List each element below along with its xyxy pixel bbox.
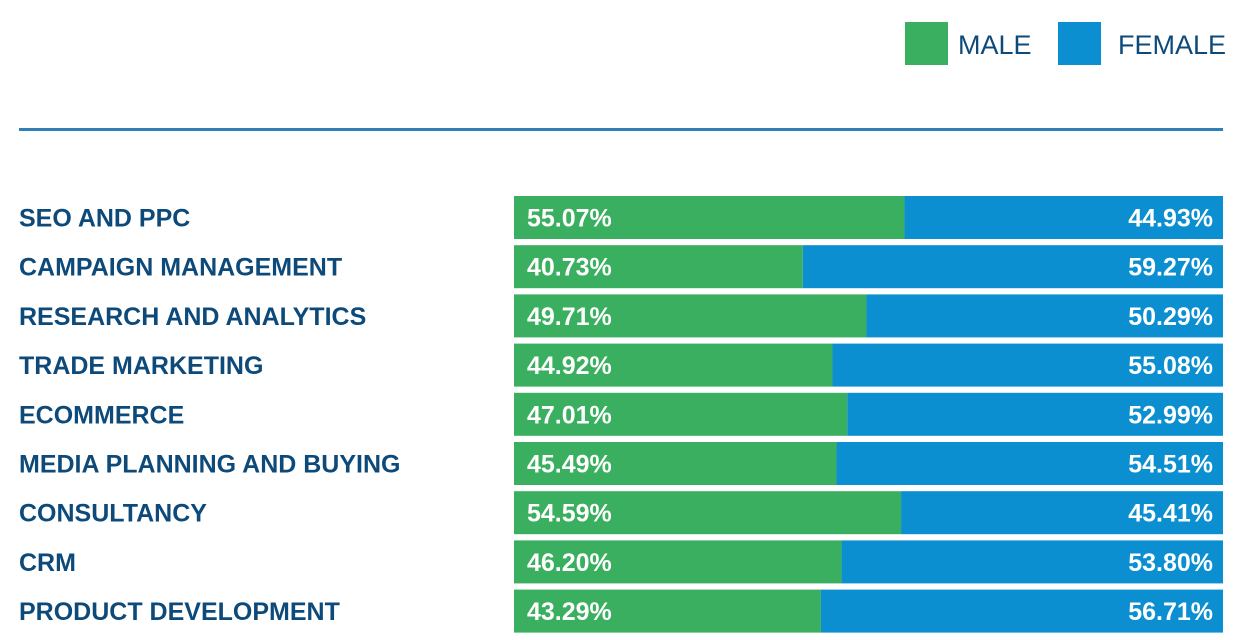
bar-male-media-planning-and-buying: [514, 442, 837, 485]
bar-male-research-and-analytics: [514, 294, 867, 338]
bar-male-product-development: [514, 589, 821, 633]
value-label-male-research-and-analytics: 49.71%: [527, 303, 612, 331]
value-label-male-crm: 46.20%: [527, 549, 612, 577]
bar-female-product-development: [820, 589, 1223, 633]
bar-male-seo-and-ppc: [514, 196, 905, 239]
row-trade-marketing: TRADE MARKETING 44.92% 55.08%: [19, 343, 1223, 387]
bar-male-consultancy: [514, 491, 902, 535]
chart-rows: SEO AND PPC 55.07% 44.93% CAMPAIGN MANAGEME…: [19, 196, 1223, 633]
value-label-female-ecommerce: 52.99%: [1128, 401, 1213, 429]
value-label-male-ecommerce: 47.01%: [527, 401, 612, 429]
bar-female-consultancy: [901, 491, 1223, 535]
bar-female-trade-marketing: [832, 343, 1223, 387]
row-product-development: PRODUCT DEVELOPMENT 43.29% 56.71%: [19, 589, 1223, 633]
category-label-ecommerce: ECOMMERCE: [19, 401, 184, 429]
bar-female-research-and-analytics: [866, 294, 1223, 338]
value-label-female-crm: 53.80%: [1128, 549, 1213, 577]
row-research-and-analytics: RESEARCH AND ANALYTICS 49.71% 50.29%: [19, 294, 1223, 338]
value-label-female-seo-and-ppc: 44.93%: [1128, 205, 1213, 233]
bar-female-seo-and-ppc: [904, 196, 1223, 239]
legend-swatch-female: [1058, 22, 1101, 65]
bar-male-crm: [514, 540, 842, 584]
category-label-research-and-analytics: RESEARCH AND ANALYTICS: [19, 303, 366, 331]
value-label-male-campaign-management: 40.73%: [527, 254, 612, 282]
category-label-product-development: PRODUCT DEVELOPMENT: [19, 598, 340, 626]
legend-label-male: MALE: [958, 30, 1032, 60]
row-consultancy: CONSULTANCY 54.59% 45.41%: [19, 491, 1223, 535]
category-label-media-planning-and-buying: MEDIA PLANNING AND BUYING: [19, 451, 400, 479]
value-label-female-consultancy: 45.41%: [1128, 500, 1213, 528]
value-label-male-media-planning-and-buying: 45.49%: [527, 451, 612, 479]
bar-male-trade-marketing: [514, 343, 833, 387]
category-label-seo-and-ppc: SEO AND PPC: [19, 205, 190, 233]
bar-female-ecommerce: [847, 392, 1223, 436]
value-label-female-product-development: 56.71%: [1128, 598, 1213, 626]
legend-label-female: FEMALE: [1118, 30, 1226, 60]
divider-line: [19, 128, 1223, 131]
category-label-consultancy: CONSULTANCY: [19, 500, 207, 528]
row-media-planning-and-buying: MEDIA PLANNING AND BUYING 45.49% 54.51%: [19, 442, 1223, 485]
value-label-male-seo-and-ppc: 55.07%: [527, 205, 612, 233]
value-label-female-trade-marketing: 55.08%: [1128, 352, 1213, 380]
value-label-female-campaign-management: 59.27%: [1128, 254, 1213, 282]
bar-female-media-planning-and-buying: [836, 442, 1223, 485]
value-label-female-media-planning-and-buying: 54.51%: [1128, 451, 1213, 479]
legend: MALE FEMALE: [905, 22, 1226, 65]
value-label-male-product-development: 43.29%: [527, 598, 612, 626]
bar-male-campaign-management: [514, 245, 803, 289]
value-label-male-trade-marketing: 44.92%: [527, 352, 612, 380]
category-label-crm: CRM: [19, 549, 76, 577]
row-ecommerce: ECOMMERCE 47.01% 52.99%: [19, 392, 1223, 436]
value-label-male-consultancy: 54.59%: [527, 500, 612, 528]
row-campaign-management: CAMPAIGN MANAGEMENT 40.73% 59.27%: [19, 245, 1223, 289]
bar-female-crm: [841, 540, 1223, 584]
category-label-campaign-management: CAMPAIGN MANAGEMENT: [19, 254, 342, 282]
value-label-female-research-and-analytics: 50.29%: [1128, 303, 1213, 331]
row-crm: CRM 46.20% 53.80%: [19, 540, 1223, 584]
category-label-trade-marketing: TRADE MARKETING: [19, 352, 263, 380]
bar-female-campaign-management: [802, 245, 1223, 289]
bar-male-ecommerce: [514, 392, 848, 436]
legend-swatch-male: [905, 22, 948, 65]
row-seo-and-ppc: SEO AND PPC 55.07% 44.93%: [19, 196, 1223, 239]
